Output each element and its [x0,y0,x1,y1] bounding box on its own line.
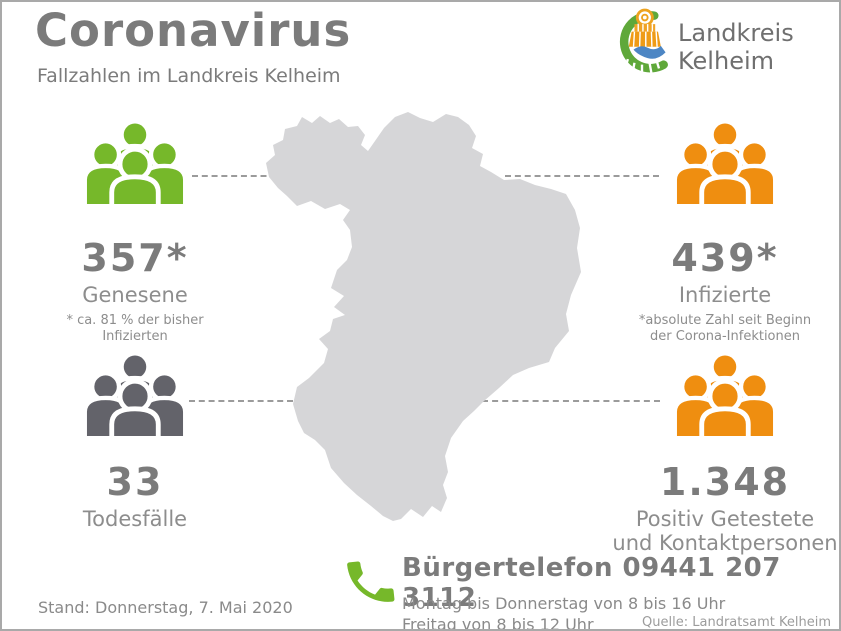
recovered-label: Genesene [82,283,188,307]
stat-tested-contacts: 1.348 Positiv Getestete und Kontaktperso… [603,346,841,555]
logo-wordmark: Landkreis Kelheim [678,19,794,75]
page-title: Coronavirus [35,4,352,57]
people-group-icon-orange [625,114,825,208]
recovered-footnote-line2: Infizierten [102,329,168,344]
connector-dash-bottom-left [189,400,293,402]
logo-line2: Kelheim [678,47,774,75]
tested-contacts-label-line2: und Kontaktpersonen [612,531,838,555]
page-subtitle: Fallzahlen im Landkreis Kelheim [37,65,341,87]
landkreis-kelheim-logo-icon [609,5,675,85]
source-credit: Quelle: Landratsamt Kelheim [642,615,831,630]
infected-footnote: *absolute Zahl seit Beginn der Corona-In… [625,313,825,345]
connector-dash-top-left [192,175,335,177]
recovered-footnote-line1: * ca. 81 % der bisher [66,313,204,328]
hotline-hours-line2: Freitag von 8 bis 12 Uhr [402,615,594,631]
status-date: Stand: Donnerstag, 7. Mai 2020 [38,598,293,617]
tested-contacts-label-line1: Positiv Getestete [635,507,815,531]
infected-label: Infizierte [678,283,772,307]
people-group-icon-gray [35,346,235,440]
stat-infected: 439* Infizierte *absolute Zahl seit Begi… [625,114,825,345]
stat-deaths: 33 Todesfälle [35,346,235,531]
recovered-footnote: * ca. 81 % der bisher Infizierten [35,313,235,345]
people-group-icon-green [35,114,235,208]
deaths-value: 33 [106,460,164,504]
stat-recovered: 357* Genesene * ca. 81 % der bisher Infi… [35,114,235,345]
deaths-label: Todesfälle [82,507,188,531]
infected-value: 439* [671,236,779,280]
infected-footnote-line2: der Corona-Infektionen [650,329,800,344]
recovered-value: 357* [81,236,189,280]
hotline-title: Bürgertelefon 09441 207 3112 [402,553,781,613]
connector-dash-top-right [505,175,659,177]
hotline-hours-line1: Montag bis Donnerstag von 8 bis 16 Uhr [402,594,726,613]
logo-line1: Landkreis [678,19,794,47]
infected-footnote-line1: *absolute Zahl seit Beginn [638,313,812,328]
people-group-icon-orange2 [603,346,841,440]
district-map-silhouette [254,99,582,538]
phone-icon [339,550,403,618]
connector-dash-bottom-right [482,400,660,402]
tested-contacts-value: 1.348 [659,460,791,504]
